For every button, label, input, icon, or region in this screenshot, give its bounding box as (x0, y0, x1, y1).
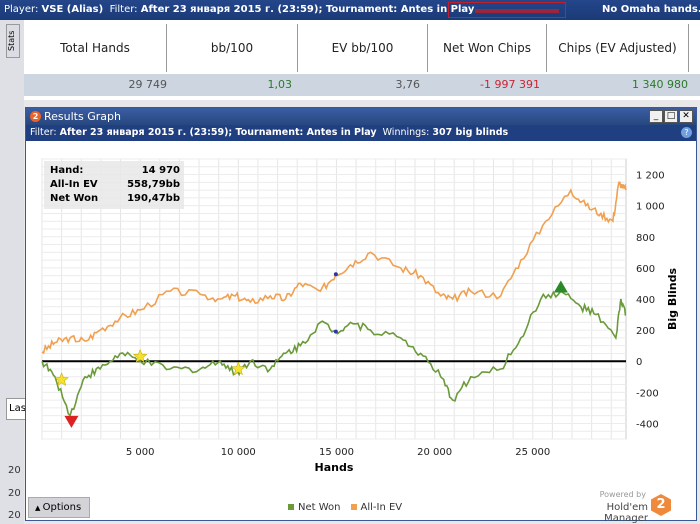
y-tick-label: 200 (636, 326, 655, 337)
header-total-hands[interactable]: Total Hands (24, 24, 167, 72)
results-chart[interactable]: 5 000 10 000 15 000 20 000 25 000 -400 -200 0 20… (26, 141, 696, 491)
background-row: 20 (8, 510, 21, 521)
value-ev-bb100: 3,76 (395, 78, 421, 91)
x-tick-label: 10 000 (221, 447, 256, 458)
header-net-won-chips[interactable]: Net Won Chips (428, 24, 547, 72)
options-button[interactable]: ▲ Options (28, 497, 90, 518)
y-tick-label: 600 (636, 264, 655, 275)
graph-filter-text: After 23 января 2015 г. (23:59); Tournam… (59, 127, 377, 138)
powered-by: Powered by (599, 490, 646, 499)
player-label: Player: (4, 4, 39, 15)
close-button[interactable]: ✕ (679, 110, 693, 123)
minimize-button[interactable]: _ (649, 110, 663, 123)
max-marker (553, 280, 568, 293)
results-graph-window: 2 Results Graph _ □ ✕ Filter: After 23 я… (25, 107, 697, 524)
winnings-value: 307 big blinds (432, 127, 509, 138)
y-tick-label: 400 (636, 295, 655, 306)
y-axis-title: Big Blinds (666, 268, 679, 330)
y-tick-label: -200 (636, 388, 659, 399)
min-marker (64, 415, 79, 428)
star-marker (230, 361, 246, 376)
y-tick-label: 1 000 (636, 202, 665, 213)
window-titlebar[interactable]: 2 Results Graph _ □ ✕ (26, 108, 696, 125)
filter-text: After 23 января 2015 г. (23:59); Tournam… (140, 4, 475, 15)
x-tick-label: 15 000 (319, 447, 354, 458)
x-tick-label: 5 000 (126, 447, 155, 458)
y-tick-label: 800 (636, 233, 655, 244)
omaha-notice: No Omaha hands. (602, 4, 700, 15)
warning-box (448, 2, 566, 18)
options-label: Options (42, 502, 82, 513)
hover-point (333, 329, 338, 334)
y-tick-label: 0 (636, 357, 642, 368)
graph-filter-label: Filter: (30, 127, 57, 138)
tooltip-value: 190,47bb (127, 193, 180, 204)
stats-table: Total Hands bb/100 EV bb/100 Net Won Chi… (24, 20, 700, 100)
value-net-won-chips: -1 997 391 (480, 78, 540, 91)
tooltip-label: Hand: (50, 165, 83, 176)
filter-label: Filter: (109, 4, 138, 15)
background-row: 20 (8, 465, 21, 476)
help-icon[interactable]: ? (681, 127, 692, 138)
value-chips-ev: 1 340 980 (632, 78, 688, 91)
triangle-up-icon: ▲ (35, 504, 43, 512)
background-row: 20 (8, 488, 21, 499)
winnings-label: Winnings: (382, 127, 430, 138)
tooltip-value: 558,79bb (127, 179, 180, 190)
window-title: Results Graph (44, 110, 121, 123)
stats-row: 29 749 1,03 3,76 -1 997 391 1 340 980 (24, 74, 700, 96)
x-tick-label: 20 000 (417, 447, 452, 458)
tooltip-label: Net Won (50, 193, 98, 204)
legend-label: Net Won (298, 502, 341, 513)
star-marker (54, 372, 69, 387)
header-chips-ev[interactable]: Chips (EV Adjusted) (547, 24, 689, 72)
hover-point (333, 272, 338, 277)
x-tick-label: 25 000 (515, 447, 550, 458)
y-tick-label: 1 200 (636, 171, 665, 182)
value-bb100: 1,03 (267, 78, 293, 91)
tooltip-value: 14 970 (142, 165, 180, 176)
legend-net-won[interactable]: Net Won (288, 502, 341, 513)
player-filter-bar: Player: VSE (Alias) Filter: After 23 янв… (0, 0, 700, 20)
header-bb100[interactable]: bb/100 (167, 24, 298, 72)
star-marker (132, 348, 148, 363)
brand-name: Hold'em Manager (604, 502, 648, 524)
stats-tab[interactable]: Stats (6, 24, 20, 58)
hm-logo-icon: 2 (30, 111, 41, 122)
left-strip (0, 20, 24, 524)
x-axis-title: Hands (315, 461, 354, 474)
hm-hex-logo-icon: 2 (651, 494, 671, 516)
graph-filter-bar: Filter: After 23 января 2015 г. (23:59);… (26, 125, 696, 141)
legend-label: All-In EV (360, 502, 403, 513)
maximize-button[interactable]: □ (664, 110, 678, 123)
chart-legend: Net Won All-In EV (288, 502, 402, 513)
legend-all-in-ev[interactable]: All-In EV (350, 502, 403, 513)
hover-tooltip (44, 161, 184, 209)
header-ev-bb100[interactable]: EV bb/100 (298, 24, 428, 72)
player-name: VSE (Alias) (41, 4, 104, 15)
value-total-hands: 29 749 (128, 78, 168, 91)
y-tick-label: -400 (636, 419, 659, 430)
tooltip-label: All-In EV (50, 179, 98, 190)
